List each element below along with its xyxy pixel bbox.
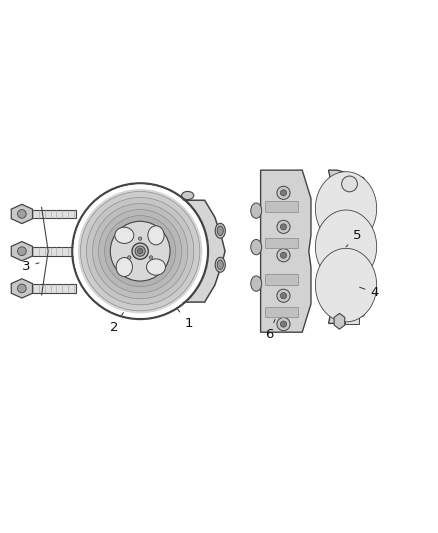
Circle shape [18,247,26,255]
Circle shape [105,215,176,287]
Circle shape [74,185,206,317]
Circle shape [18,209,26,219]
Polygon shape [315,248,377,322]
Ellipse shape [215,223,226,238]
Circle shape [149,256,153,259]
Polygon shape [265,306,298,317]
Polygon shape [328,170,372,324]
Polygon shape [11,241,32,261]
Circle shape [280,293,286,299]
Circle shape [280,252,286,259]
Circle shape [127,256,131,259]
Ellipse shape [146,259,166,275]
Circle shape [99,209,182,293]
Polygon shape [32,284,76,293]
Text: 4: 4 [360,286,379,300]
Circle shape [138,248,143,254]
Circle shape [280,224,286,230]
Circle shape [135,246,145,256]
Ellipse shape [251,276,261,291]
Circle shape [277,249,290,262]
Text: 5: 5 [346,229,361,247]
Polygon shape [32,247,76,255]
Circle shape [18,284,26,293]
Ellipse shape [115,227,134,244]
Circle shape [277,220,290,233]
Ellipse shape [251,203,261,219]
Polygon shape [315,210,377,284]
Circle shape [342,176,357,192]
Ellipse shape [116,257,132,277]
Polygon shape [11,279,32,298]
Polygon shape [32,209,76,219]
Circle shape [81,191,200,311]
Ellipse shape [217,226,223,236]
Polygon shape [345,318,359,324]
Text: 3: 3 [22,260,39,273]
Ellipse shape [148,226,164,245]
Text: 1: 1 [177,308,193,330]
Text: 6: 6 [265,319,275,341]
Polygon shape [171,200,225,302]
Circle shape [86,198,194,305]
Polygon shape [315,172,377,245]
Polygon shape [265,274,298,285]
Text: 2: 2 [110,313,124,334]
Circle shape [92,204,188,299]
Polygon shape [265,201,298,212]
Circle shape [277,289,290,302]
Circle shape [280,321,286,327]
Circle shape [138,237,142,240]
Polygon shape [261,170,311,332]
Ellipse shape [182,191,194,199]
Ellipse shape [215,257,226,272]
Circle shape [132,243,148,260]
Circle shape [110,221,170,281]
Polygon shape [11,204,32,223]
Circle shape [277,318,290,330]
Polygon shape [334,313,345,329]
Polygon shape [265,238,298,248]
Circle shape [277,186,290,199]
Circle shape [110,222,170,281]
Ellipse shape [217,260,223,270]
Circle shape [280,190,286,196]
Wedge shape [74,184,207,318]
Ellipse shape [251,239,261,255]
Circle shape [117,228,164,274]
